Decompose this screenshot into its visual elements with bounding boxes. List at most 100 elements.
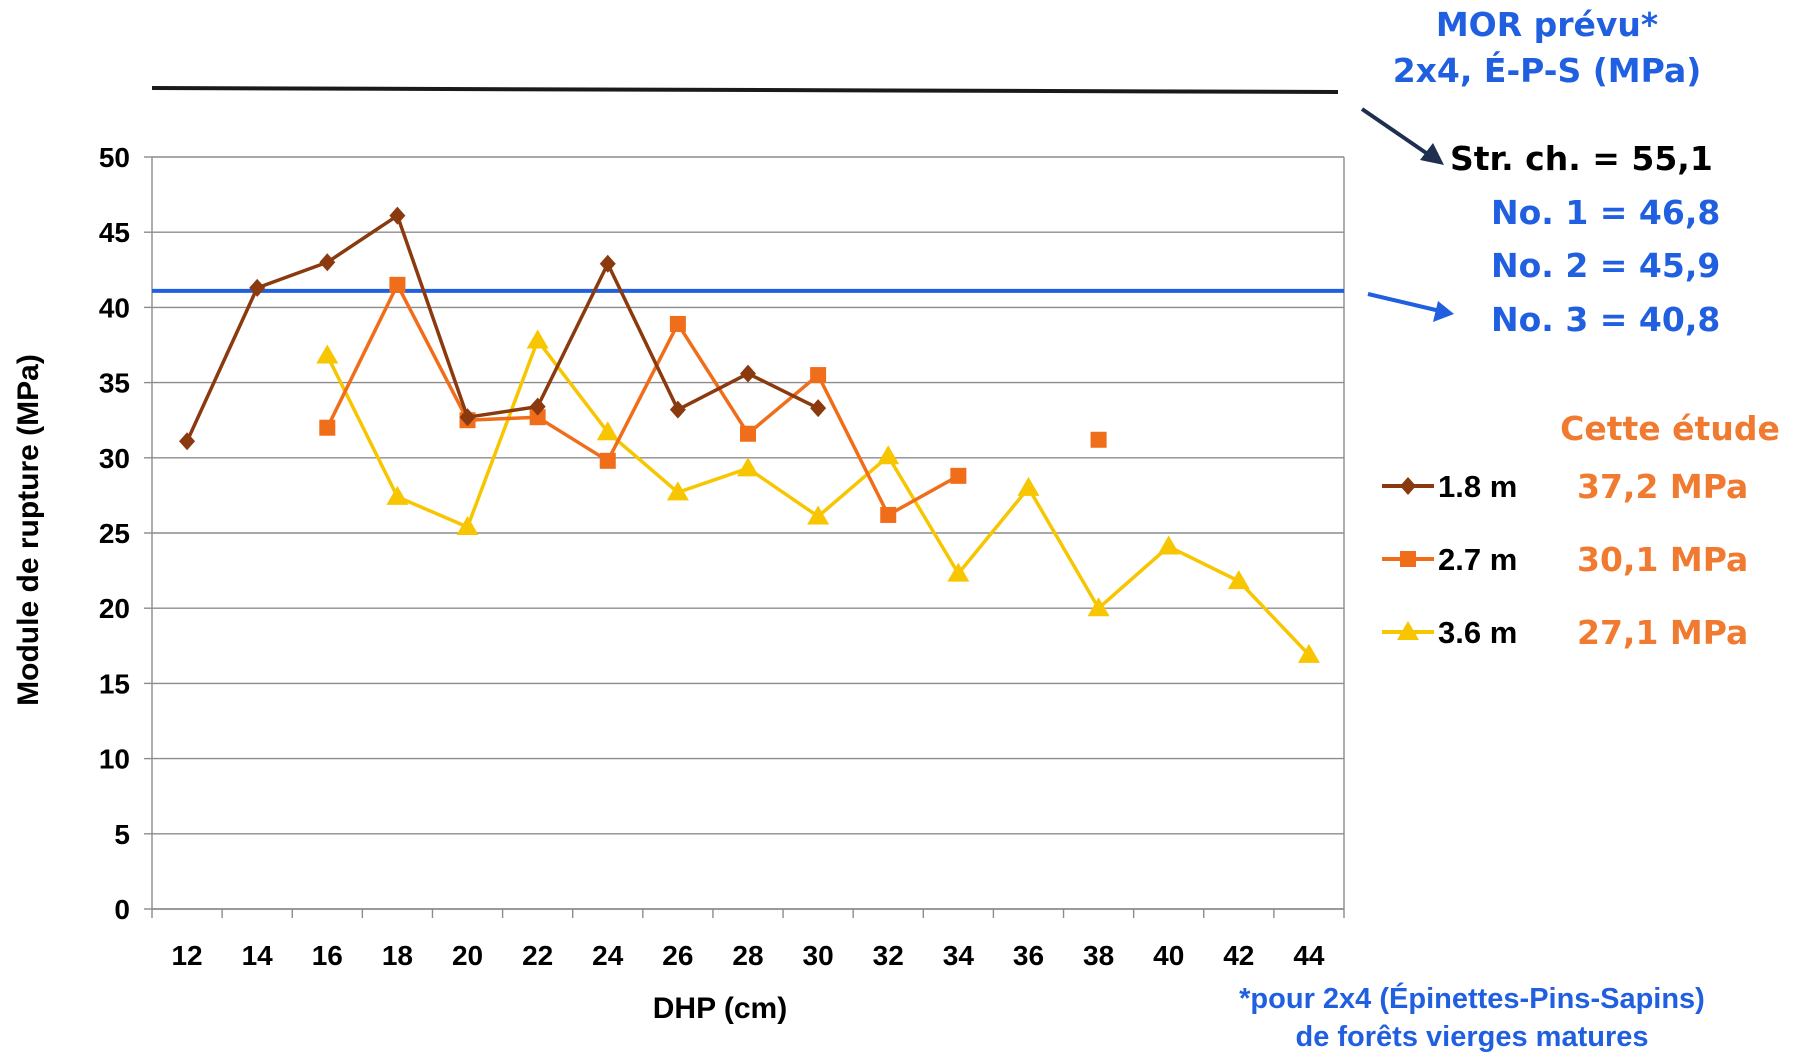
legend: 1.8 m 2.7 m 3.6 m (1382, 469, 1517, 650)
data-point-20 (459, 408, 476, 427)
data-point-44 (1297, 643, 1320, 663)
data-point-16 (319, 253, 336, 272)
series-line (325, 283, 960, 517)
y-tick-label-5: 5 (114, 819, 130, 850)
x-tick-label-36: 36 (1013, 940, 1044, 971)
reference-lines (151, 86, 1344, 293)
series-2-7-m (319, 276, 1107, 523)
data-point-28 (740, 364, 756, 383)
x-tick-label-12: 12 (171, 940, 202, 971)
data-point-38 (1087, 597, 1110, 617)
data-point-38 (1090, 431, 1107, 448)
data-point-22 (526, 329, 549, 349)
legend-label: 3.6 m (1438, 615, 1517, 650)
grade-select-structural: Str. ch. = 55,1 (1450, 139, 1713, 178)
x-tick-label-42: 42 (1223, 940, 1254, 971)
data-point-42 (1227, 570, 1250, 590)
x-tick-label-20: 20 (452, 940, 483, 971)
data-point-22 (529, 397, 546, 416)
study-title: Cette étude (1560, 409, 1780, 448)
footnote-line1: *pour 2x4 (Épinettes-Pins-Sapins) (1239, 981, 1705, 1015)
x-tick-label-38: 38 (1083, 940, 1114, 971)
data-point-26 (669, 315, 686, 332)
y-tick-label-25: 25 (99, 518, 130, 549)
legend-swatch-marker (1397, 621, 1419, 640)
arrow-to-no3-grade (1367, 292, 1454, 322)
data-point-32 (880, 506, 897, 523)
grade-no1: No. 1 = 46,8 (1491, 193, 1720, 232)
data-point-28 (737, 457, 759, 477)
data-point-30 (810, 367, 827, 384)
data-point-40 (1157, 535, 1180, 555)
x-tick-label-14: 14 (242, 940, 274, 971)
y-tick-label-10: 10 (99, 744, 130, 775)
x-tick-labels: 12 14 16 18 20 22 24 26 28 30 32 34 36 38 40 42 44 (151, 909, 1345, 971)
legend-label: 1.8 m (1438, 469, 1517, 504)
x-tick-label-30: 30 (803, 940, 834, 971)
ref-line-select-structural (151, 86, 1339, 94)
x-tick-label-22: 22 (522, 940, 553, 971)
y-axis-title: Module de rupture (MPa) (12, 354, 45, 706)
x-tick-label-26: 26 (662, 940, 693, 971)
data-point-34 (947, 562, 970, 582)
y-tick-label-15: 15 (99, 668, 130, 699)
mor-title-line1: MOR prévu* (1436, 5, 1658, 44)
arrow-to-select-grade (1360, 107, 1444, 165)
x-tick-label-44: 44 (1293, 940, 1325, 971)
x-tick-label-16: 16 (312, 940, 343, 971)
data-point-32 (877, 445, 900, 465)
x-axis-title: DHP (cm) (653, 992, 787, 1025)
legend-item-1-8-m: 1.8 m (1382, 469, 1517, 504)
data-point-20 (456, 515, 479, 535)
legend-swatch-marker (1400, 551, 1416, 567)
footnote-line2: de forêts vierges matures (1296, 1021, 1649, 1053)
data-point-28 (740, 425, 756, 442)
data-point-18 (389, 276, 406, 293)
series-3-6-m (316, 329, 1320, 663)
y-tick-label-45: 45 (99, 217, 130, 248)
legend-swatch-marker (1400, 477, 1416, 495)
legend-item-3-6-m: 3.6 m (1382, 615, 1517, 650)
x-tick-label-40: 40 (1153, 940, 1184, 971)
series-line (185, 213, 819, 442)
mor-title-line2: 2x4, É-P-S (MPa) (1393, 50, 1702, 90)
legend-item-2-7-m: 2.7 m (1382, 542, 1517, 577)
grade-no2: No. 2 = 45,9 (1491, 246, 1720, 285)
data-point-30 (807, 505, 830, 525)
x-tick-label-34: 34 (943, 940, 975, 971)
plot-area (151, 157, 1345, 910)
study-value-3-6m: 27,1 MPa (1577, 613, 1748, 652)
data-point-34 (950, 467, 967, 484)
data-point-30 (810, 399, 827, 418)
y-tick-label-30: 30 (99, 443, 130, 474)
series-layer (179, 206, 1320, 663)
y-tick-label-20: 20 (99, 593, 130, 624)
data-point-24 (599, 452, 616, 469)
y-tick-label-35: 35 (99, 368, 130, 399)
data-point-12 (179, 432, 196, 451)
y-tick-label-50: 50 (99, 142, 130, 173)
x-tick-label-24: 24 (592, 940, 624, 971)
data-point-36 (1017, 476, 1040, 496)
study-value-1-8m: 37,2 MPa (1577, 467, 1748, 506)
data-point-26 (666, 481, 689, 501)
data-point-16 (319, 419, 336, 436)
data-point-26 (669, 400, 686, 419)
study-value-2-7m: 30,1 MPa (1577, 540, 1748, 579)
data-point-24 (596, 421, 619, 441)
data-point-18 (386, 485, 409, 505)
y-tick-label-40: 40 (99, 292, 130, 323)
series-1-8-m (179, 206, 827, 451)
data-point-14 (249, 278, 266, 297)
legend-label: 2.7 m (1438, 542, 1517, 577)
data-point-22 (529, 409, 546, 426)
x-tick-label-32: 32 (873, 940, 904, 971)
data-point-16 (316, 344, 339, 364)
grade-no3: No. 3 = 40,8 (1491, 300, 1720, 339)
y-tick-labels: 0 5 10 15 20 25 30 35 40 45 50 (99, 142, 130, 925)
gridlines (144, 156, 1344, 910)
y-tick-label-0: 0 (114, 894, 130, 925)
x-tick-label-28: 28 (732, 940, 763, 971)
data-point-24 (599, 254, 616, 273)
